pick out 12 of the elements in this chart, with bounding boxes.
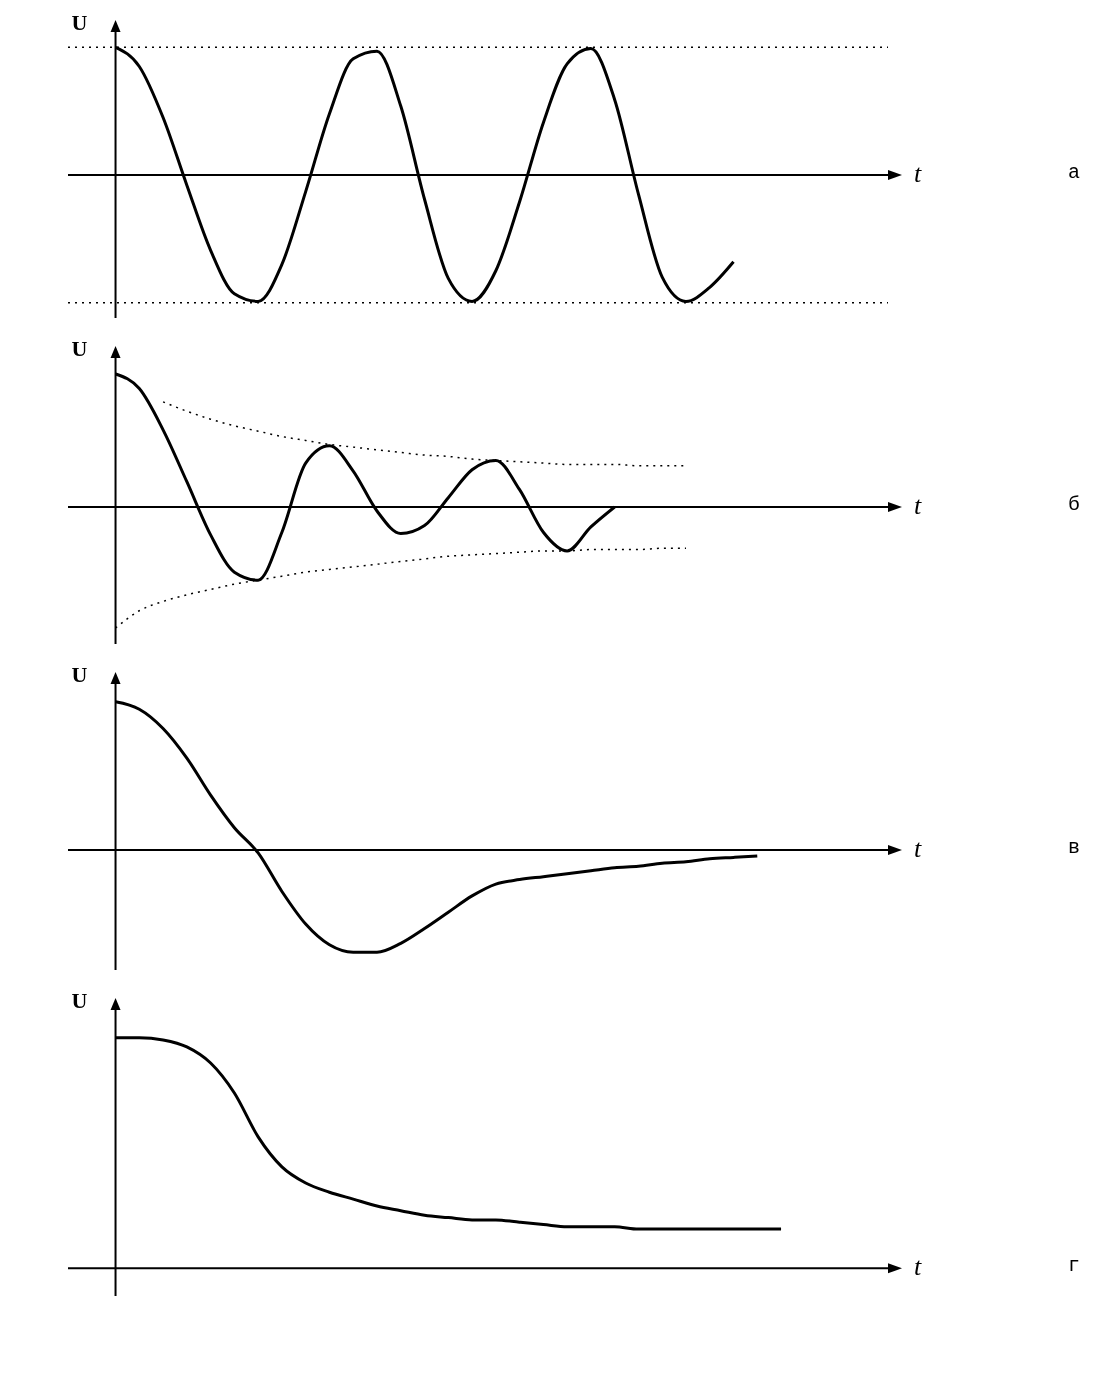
- text: в: [1068, 835, 1081, 859]
- x-axis-title: t: [914, 833, 922, 864]
- y-axis-title: U: [71, 988, 88, 1014]
- x-axis-title: t: [914, 1252, 922, 1283]
- x-axis-title: t: [914, 159, 922, 189]
- text: а: [1068, 161, 1081, 184]
- text: б: [1068, 492, 1081, 516]
- y-axis-title: U: [71, 662, 88, 688]
- y-axis-title: U: [71, 10, 88, 36]
- x-axis-title: t: [914, 490, 922, 521]
- text: г: [1068, 1254, 1081, 1278]
- y-axis-title: U: [71, 336, 88, 362]
